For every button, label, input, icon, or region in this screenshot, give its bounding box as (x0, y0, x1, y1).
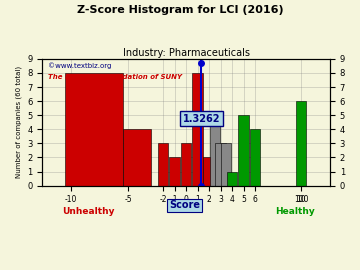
Y-axis label: Number of companies (60 total): Number of companies (60 total) (15, 66, 22, 178)
Text: 100: 100 (294, 195, 309, 204)
Text: Z-Score Histogram for LCI (2016): Z-Score Histogram for LCI (2016) (77, 5, 283, 15)
Bar (250, 129, 260, 186)
Bar (65, 73, 123, 186)
Text: Healthy: Healthy (275, 207, 315, 215)
Bar (296, 101, 306, 186)
Bar (203, 157, 213, 186)
Text: The Research Foundation of SUNY: The Research Foundation of SUNY (48, 74, 182, 80)
Text: Score: Score (169, 201, 200, 211)
Bar (215, 143, 226, 186)
Bar (210, 115, 220, 186)
Text: Unhealthy: Unhealthy (62, 207, 114, 215)
Bar (238, 115, 249, 186)
Bar (181, 143, 191, 186)
Text: 1.3262: 1.3262 (183, 114, 220, 124)
Text: ©www.textbiz.org: ©www.textbiz.org (48, 63, 111, 69)
Title: Industry: Pharmaceuticals: Industry: Pharmaceuticals (122, 48, 249, 58)
Bar (123, 129, 152, 186)
Bar (169, 157, 180, 186)
Bar (221, 143, 231, 186)
Bar (192, 73, 203, 186)
Bar (227, 171, 237, 186)
Bar (158, 143, 168, 186)
